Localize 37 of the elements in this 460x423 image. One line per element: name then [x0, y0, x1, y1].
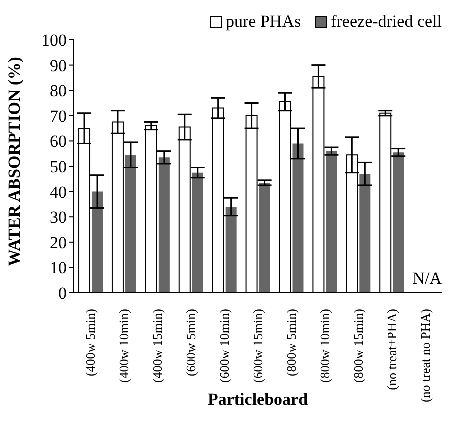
y-tick-label: 50 [50, 158, 67, 177]
y-tick-label: 80 [50, 82, 67, 101]
x-tick-label: (no treat no PHA) [418, 309, 433, 403]
x-tick-label: (400w 5min) [83, 309, 98, 377]
bar [259, 182, 270, 293]
bar [292, 144, 304, 293]
y-tick-label: 60 [50, 132, 67, 152]
y-tick-label: 20 [50, 233, 67, 252]
y-tick-label: 90 [50, 56, 67, 76]
y-tick-label: 100 [42, 31, 67, 50]
bar [360, 174, 371, 293]
legend-label: pure PHAs [225, 12, 302, 32]
annotation: N/A [412, 269, 442, 288]
x-tick-label: (600w 5min) [184, 309, 199, 377]
x-tick-label: (400w 10min) [116, 309, 132, 384]
bar [192, 172, 204, 293]
x-tick-label: (600w 15min) [250, 309, 266, 384]
x-tick-label: (800w 10min) [317, 309, 332, 384]
bar [393, 152, 404, 293]
x-tick-label: (600w 10min) [217, 309, 232, 384]
y-tick-label: 10 [50, 258, 67, 278]
bar [158, 158, 170, 293]
y-tick-label: 40 [50, 182, 67, 202]
bar [125, 155, 136, 293]
y-tick-label: 0 [58, 284, 67, 304]
x-tick-label: (no treat+PHA) [384, 309, 400, 390]
legend-label: freeze-dried cell [330, 12, 442, 32]
bar [92, 192, 104, 293]
bar [226, 206, 237, 293]
y-tick-label: 70 [50, 106, 67, 126]
x-tick-label: (800w 15min) [350, 309, 366, 384]
x-tick-label: (800w 5min) [284, 309, 299, 377]
y-tick-label: 30 [50, 208, 67, 228]
x-tick-label: (400w 15min) [150, 309, 166, 384]
bar [326, 151, 338, 293]
x-axis-title: Particleboard [208, 390, 309, 409]
y-axis-title: WATER ABSORPTION (%) [5, 57, 24, 266]
